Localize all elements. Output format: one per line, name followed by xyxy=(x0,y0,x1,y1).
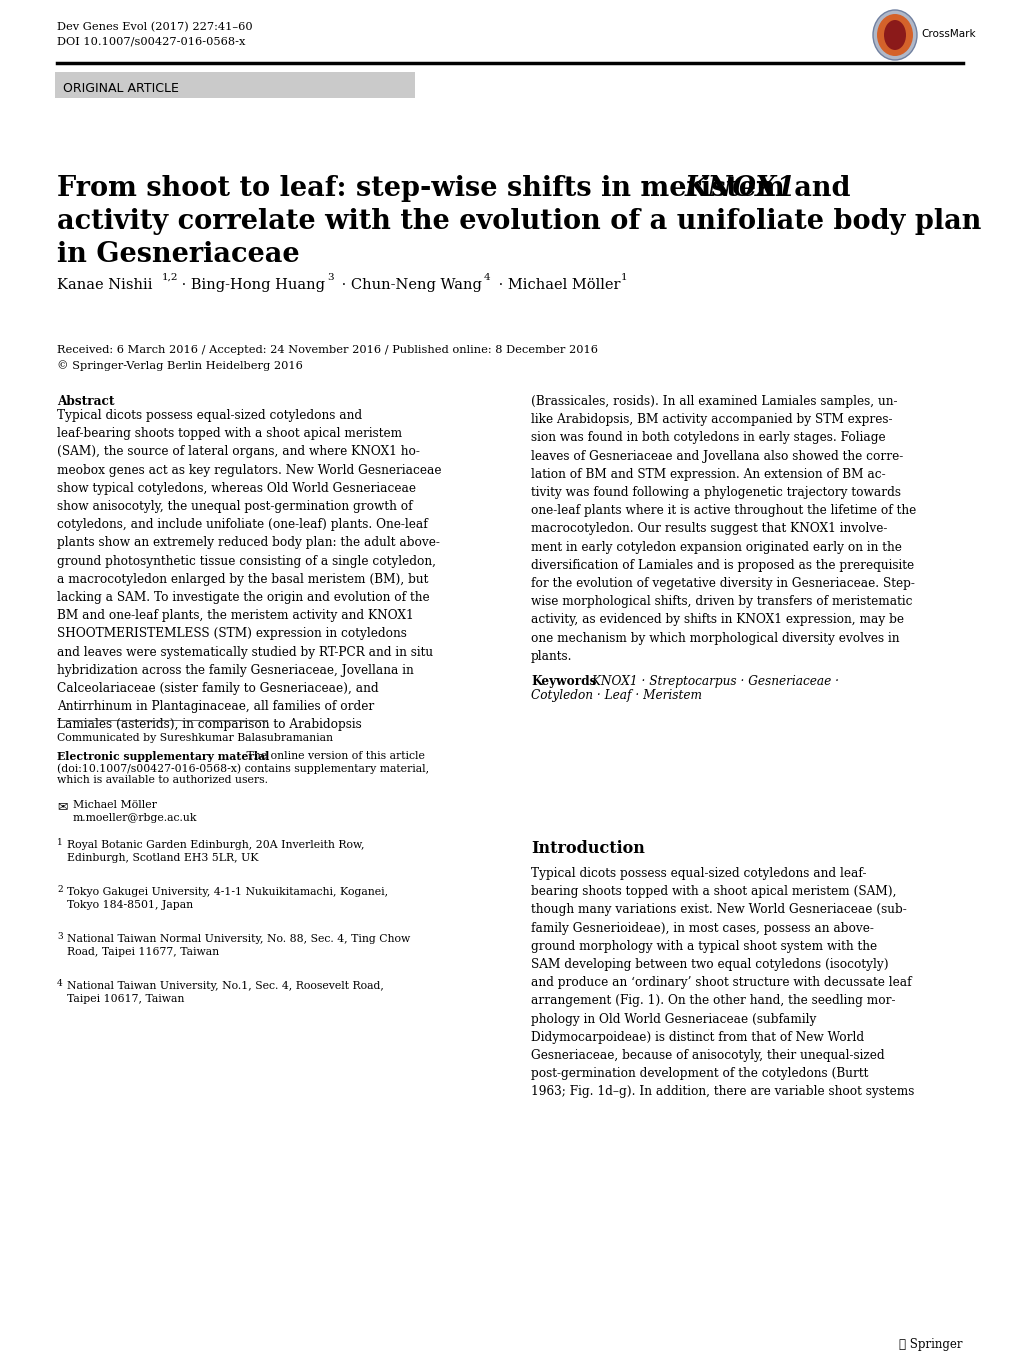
Text: Communicated by Sureshkumar Balasubramanian: Communicated by Sureshkumar Balasubraman… xyxy=(57,733,332,743)
Text: Electronic supplementary material: Electronic supplementary material xyxy=(57,751,269,762)
Text: · Michael Möller: · Michael Möller xyxy=(493,278,620,291)
Text: m.moeller@rbge.ac.uk: m.moeller@rbge.ac.uk xyxy=(73,813,198,822)
Text: 3: 3 xyxy=(57,932,62,940)
Text: ℒ Springer: ℒ Springer xyxy=(899,1337,962,1351)
Text: Keywords: Keywords xyxy=(531,675,596,688)
Text: ORIGINAL ARTICLE: ORIGINAL ARTICLE xyxy=(63,83,178,95)
Text: Michael Möller: Michael Möller xyxy=(73,799,157,810)
Text: which is available to authorized users.: which is available to authorized users. xyxy=(57,775,268,785)
Text: · Bing-Hong Huang: · Bing-Hong Huang xyxy=(177,278,325,291)
Text: Royal Botanic Garden Edinburgh, 20A Inverleith Row,
Edinburgh, Scotland EH3 5LR,: Royal Botanic Garden Edinburgh, 20A Inve… xyxy=(67,840,364,863)
Text: (Brassicales, rosids). In all examined Lamiales samples, un-
like Arabidopsis, B: (Brassicales, rosids). In all examined L… xyxy=(531,396,915,663)
Text: © Springer-Verlag Berlin Heidelberg 2016: © Springer-Verlag Berlin Heidelberg 2016 xyxy=(57,360,303,371)
Text: 1,2: 1,2 xyxy=(162,272,178,282)
Text: Kanae Nishii: Kanae Nishii xyxy=(57,278,153,291)
Text: CrossMark: CrossMark xyxy=(920,28,974,39)
Text: Typical dicots possess equal-sized cotyledons and leaf-
bearing shoots topped wi: Typical dicots possess equal-sized cotyl… xyxy=(531,867,913,1099)
Text: Received: 6 March 2016 / Accepted: 24 November 2016 / Published online: 8 Decemb: Received: 6 March 2016 / Accepted: 24 No… xyxy=(57,346,597,355)
Text: ✉: ✉ xyxy=(57,799,67,813)
Text: 4: 4 xyxy=(484,272,490,282)
Text: From shoot to leaf: step-wise shifts in meristem and: From shoot to leaf: step-wise shifts in … xyxy=(57,175,859,202)
Text: Introduction: Introduction xyxy=(531,840,644,856)
Text: National Taiwan Normal University, No. 88, Sec. 4, Ting Chow
Road, Taipei 11677,: National Taiwan Normal University, No. 8… xyxy=(67,934,410,958)
Text: Tokyo Gakugei University, 4-1-1 Nukuikitamachi, Koganei,
Tokyo 184-8501, Japan: Tokyo Gakugei University, 4-1-1 Nukuikit… xyxy=(67,888,388,911)
Ellipse shape xyxy=(876,14,912,56)
Text: Cotyledon · Leaf · Meristem: Cotyledon · Leaf · Meristem xyxy=(531,688,701,702)
Text: Dev Genes Evol (2017) 227:41–60: Dev Genes Evol (2017) 227:41–60 xyxy=(57,22,253,33)
Ellipse shape xyxy=(883,20,905,50)
Text: Abstract: Abstract xyxy=(57,396,114,408)
Text: 2: 2 xyxy=(57,885,62,894)
Text: National Taiwan University, No.1, Sec. 4, Roosevelt Road,
Taipei 10617, Taiwan: National Taiwan University, No.1, Sec. 4… xyxy=(67,981,383,1004)
FancyBboxPatch shape xyxy=(55,72,415,98)
Text: KNOX1 · Streptocarpus · Gesneriaceae ·: KNOX1 · Streptocarpus · Gesneriaceae · xyxy=(587,675,839,688)
Text: in Gesneriaceae: in Gesneriaceae xyxy=(57,241,300,268)
Text: · Chun-Neng Wang: · Chun-Neng Wang xyxy=(336,278,481,291)
Text: The online version of this article: The online version of this article xyxy=(243,751,425,762)
Text: activity correlate with the evolution of a unifoliate body plan: activity correlate with the evolution of… xyxy=(57,209,980,234)
Text: Typical dicots possess equal-sized cotyledons and
leaf-bearing shoots topped wit: Typical dicots possess equal-sized cotyl… xyxy=(57,409,441,732)
Text: 3: 3 xyxy=(327,272,333,282)
Text: KNOX1: KNOX1 xyxy=(685,175,796,202)
Ellipse shape xyxy=(872,9,916,60)
Text: (doi:10.1007/s00427-016-0568-x) contains supplementary material,: (doi:10.1007/s00427-016-0568-x) contains… xyxy=(57,763,429,774)
Text: DOI 10.1007/s00427-016-0568-x: DOI 10.1007/s00427-016-0568-x xyxy=(57,37,246,47)
Text: 4: 4 xyxy=(57,980,63,988)
Text: 1: 1 xyxy=(621,272,627,282)
Text: 1: 1 xyxy=(57,837,63,847)
